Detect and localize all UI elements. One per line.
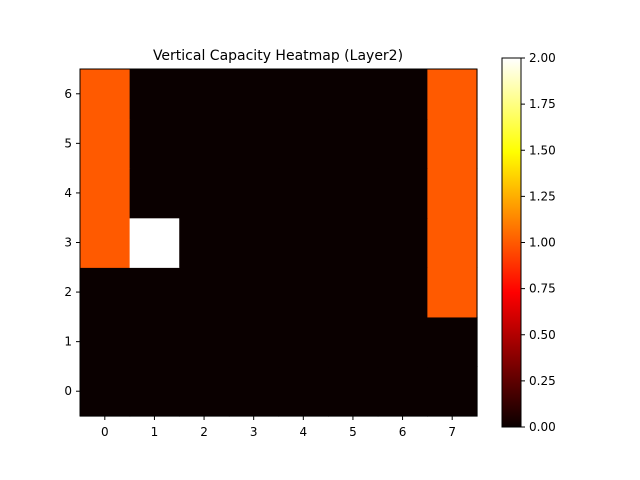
- heatmap-cell: [129, 69, 180, 120]
- x-tick-label: 6: [399, 425, 407, 439]
- heatmap-cell: [278, 366, 329, 417]
- heatmap-cell: [179, 366, 230, 417]
- heatmap-cell: [328, 267, 379, 318]
- y-tick-label: 2: [64, 285, 72, 299]
- heatmap-cell: [427, 267, 478, 318]
- heatmap-cell: [179, 118, 230, 169]
- heatmap-cell: [328, 217, 379, 268]
- heatmap-cell: [427, 366, 478, 417]
- heatmap-cell: [179, 267, 230, 318]
- x-axis: 0 1 2 3 4 5 6 7: [101, 416, 456, 439]
- heatmap-cell: [377, 118, 428, 169]
- colorbar-tick-label: 0.50: [529, 328, 556, 342]
- heatmap-cell: [228, 168, 280, 219]
- heatmap-cell: [129, 366, 180, 417]
- heatmap-cell: [80, 69, 131, 120]
- heatmap-cell: [278, 217, 329, 268]
- heatmap-cell: [427, 69, 478, 120]
- heatmap-cell: [129, 267, 180, 318]
- colorbar-tick-label: 0.25: [529, 374, 556, 388]
- heatmap-cell: [228, 118, 280, 169]
- heatmap-cell: [427, 118, 478, 169]
- heatmap-cell: [179, 316, 230, 368]
- heatmap-cell: [328, 69, 379, 120]
- heatmap-cell: [278, 69, 329, 120]
- y-tick-label: 1: [64, 335, 72, 349]
- heatmap-cell: [377, 217, 428, 268]
- heatmap-cell: [80, 168, 131, 219]
- heatmap-cell: [377, 69, 428, 120]
- x-tick-label: 5: [349, 425, 357, 439]
- heatmap-cell: [328, 366, 379, 417]
- colorbar-tick-label: 1.75: [529, 97, 556, 111]
- heatmap-cell: [129, 118, 180, 169]
- heatmap-cell: [278, 267, 329, 318]
- colorbar-tick-label: 1.00: [529, 236, 556, 250]
- chart-title: Vertical Capacity Heatmap (Layer2): [153, 48, 403, 64]
- heatmap-cell: [80, 217, 131, 268]
- colorbar: [502, 58, 521, 427]
- heatmap-cell: [80, 267, 131, 318]
- heatmap-cell: [278, 168, 329, 219]
- colorbar-tick-label: 0.00: [529, 420, 556, 434]
- colorbar-tick-label: 1.25: [529, 189, 556, 203]
- colorbar-tick-label: 0.75: [529, 282, 556, 296]
- heatmap-cell: [129, 217, 180, 268]
- heatmap-cell: [228, 267, 280, 318]
- heatmap-cell: [80, 366, 131, 417]
- x-tick-label: 1: [151, 425, 159, 439]
- heatmap-cell: [228, 366, 280, 417]
- heatmap-cell: [129, 168, 180, 219]
- heatmap-cell: [377, 316, 428, 368]
- x-tick-label: 2: [200, 425, 208, 439]
- x-tick-label: 3: [250, 425, 258, 439]
- heatmap-cell: [80, 118, 131, 169]
- x-tick-label: 0: [101, 425, 109, 439]
- y-tick-label: 6: [64, 87, 72, 101]
- x-tick-label: 4: [299, 425, 307, 439]
- heatmap-cell: [328, 316, 379, 368]
- y-axis: 0 1 2 3 4 5 6: [64, 87, 80, 398]
- heatmap-cell: [328, 118, 379, 169]
- x-tick-label: 7: [448, 425, 456, 439]
- heatmap-cell: [80, 316, 131, 368]
- heatmap-cell: [228, 217, 280, 268]
- y-tick-label: 5: [64, 136, 72, 150]
- heatmap-cell: [377, 168, 428, 219]
- heatmap-cell: [427, 168, 478, 219]
- y-tick-label: 4: [64, 186, 72, 200]
- heatmap-cell: [179, 217, 230, 268]
- heatmap-cell: [278, 316, 329, 368]
- heatmap-cell: [377, 366, 428, 417]
- heatmap-cell: [328, 168, 379, 219]
- heatmap-cell: [179, 69, 230, 120]
- heatmap-cell: [228, 69, 280, 120]
- y-tick-label: 0: [64, 384, 72, 398]
- heatmap-cell: [278, 118, 329, 169]
- colorbar-tick-label: 1.50: [529, 143, 556, 157]
- heatmap-cell: [129, 316, 180, 368]
- heatmap-cell: [427, 217, 478, 268]
- heatmap-cells: [80, 69, 478, 417]
- y-tick-label: 3: [64, 236, 72, 250]
- colorbar-axis: 0.00 0.25 0.50 0.75 1.00 1.25 1.50 1.75 2.00: [521, 51, 556, 434]
- heatmap-cell: [228, 316, 280, 368]
- heatmap-cell: [179, 168, 230, 219]
- heatmap-cell: [377, 267, 428, 318]
- colorbar-tick-label: 2.00: [529, 51, 556, 65]
- heatmap-cell: [427, 316, 478, 368]
